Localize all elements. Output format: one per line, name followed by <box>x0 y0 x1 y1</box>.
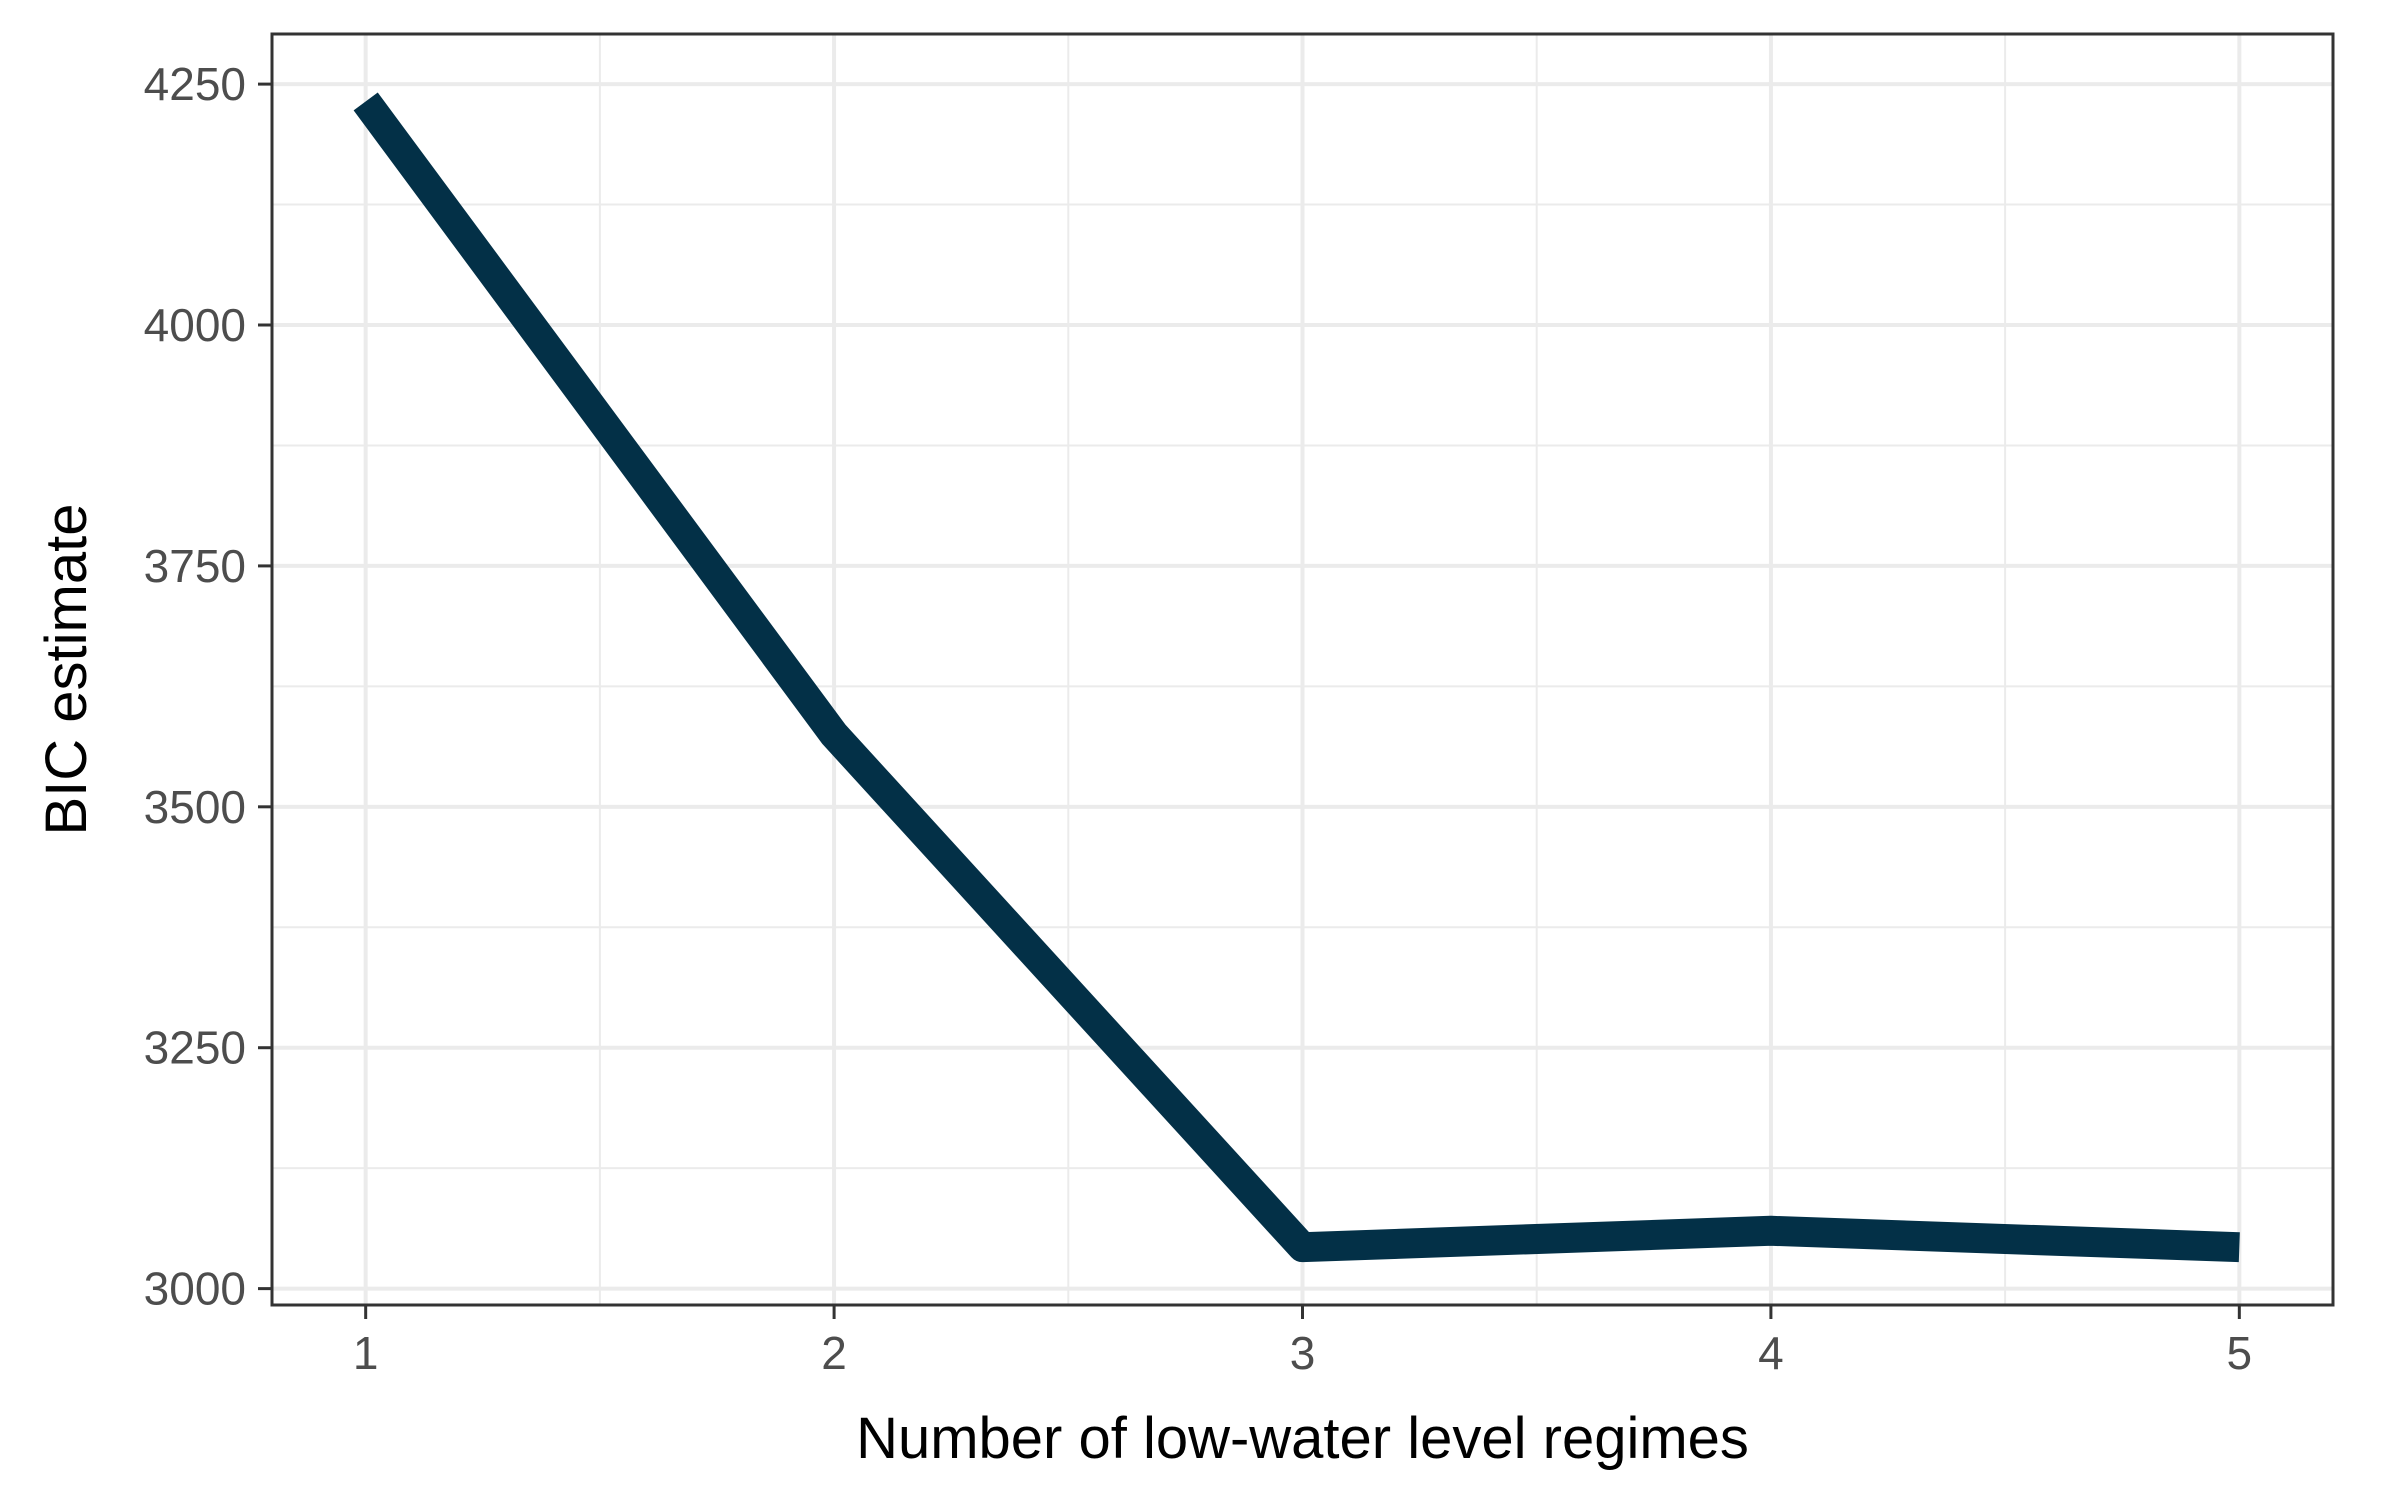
major-gridlines <box>272 34 2333 1305</box>
x-tick-label: 4 <box>1758 1327 1784 1379</box>
x-tick-label: 2 <box>821 1327 847 1379</box>
x-tick-label: 1 <box>353 1327 379 1379</box>
y-axis-title: BIC estimate <box>34 504 99 836</box>
y-tick-label: 3750 <box>144 540 246 592</box>
series-layer <box>353 92 2240 1263</box>
y-tick-label: 4250 <box>144 58 246 110</box>
y-axis-ticks: 3000 3250 3500 3750 4000 4250 <box>144 58 272 1315</box>
y-tick-label: 3500 <box>144 781 246 833</box>
x-axis-title: Number of low-water level regimes <box>856 1406 1749 1471</box>
x-axis-ticks: 1 2 3 4 5 <box>353 1305 2252 1379</box>
y-tick-label: 3000 <box>144 1263 246 1315</box>
y-tick-label: 4000 <box>144 299 246 351</box>
x-tick-label: 5 <box>2227 1327 2253 1379</box>
bic-series-line <box>353 92 2240 1263</box>
x-tick-label: 3 <box>1290 1327 1316 1379</box>
y-tick-label: 3250 <box>144 1022 246 1074</box>
